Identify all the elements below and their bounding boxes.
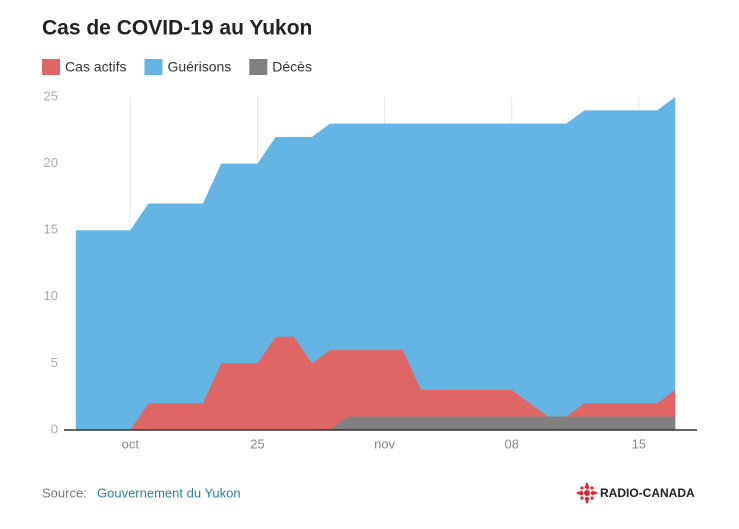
area: [75, 97, 676, 430]
plot-area: oct 25 nov 08 15 0 5 10 15 20 25: [44, 88, 697, 451]
legend-label: Décès: [272, 59, 312, 75]
legend: Cas actifs Guérisons Décès: [42, 59, 312, 75]
area: [75, 416, 676, 430]
legend-swatch: [42, 59, 60, 75]
x-tick-label: nov: [374, 436, 395, 451]
x-tick-label: oct: [122, 436, 140, 451]
y-tick-label: 20: [44, 155, 58, 170]
source-link[interactable]: Gouvernement du Yukon: [97, 485, 241, 500]
area: [75, 336, 676, 430]
y-tick-label: 15: [44, 222, 58, 237]
legend-swatch: [249, 59, 268, 75]
x-tick-label: 08: [504, 436, 518, 451]
chart-title: Cas de COVID-19 au Yukon: [42, 17, 312, 40]
legend-label: Guérisons: [167, 59, 231, 75]
brand-name: RADIO-CANADA: [600, 486, 695, 500]
y-tick-label: 10: [44, 288, 58, 303]
x-tick-label: 15: [632, 436, 646, 451]
x-tick-label: 25: [250, 436, 264, 451]
legend-swatch: [144, 59, 163, 75]
y-tick-label: 5: [51, 355, 58, 370]
legend-label: Cas actifs: [65, 59, 126, 75]
source-label: Source:: [42, 485, 87, 500]
y-tick-label: 0: [51, 421, 58, 436]
y-tick-label: 25: [44, 88, 58, 103]
brand-logo: RADIO-CANADA: [576, 482, 695, 504]
